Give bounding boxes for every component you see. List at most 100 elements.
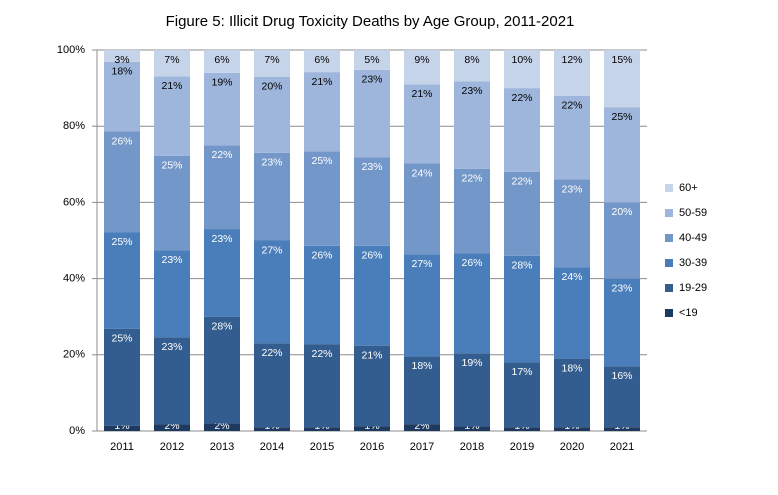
bar-segment	[154, 76, 190, 156]
data-label: 21%	[161, 80, 182, 92]
data-label: 19%	[211, 77, 232, 89]
legend-label: 30-39	[679, 257, 707, 269]
bar-segment	[254, 50, 290, 77]
bar-segment	[104, 328, 140, 426]
legend-swatch	[665, 234, 673, 242]
data-label: 22%	[311, 348, 332, 360]
data-label: 27%	[261, 244, 282, 256]
data-label: 17%	[511, 366, 532, 378]
data-label: 25%	[611, 111, 632, 123]
bar-segment	[254, 240, 290, 344]
data-label: 19%	[461, 357, 482, 369]
legend-label: 40-49	[679, 232, 707, 244]
bar-segment	[454, 168, 490, 254]
data-label: 26%	[461, 257, 482, 269]
data-label: 25%	[111, 333, 132, 345]
bar-segment	[154, 50, 190, 77]
bar-segment	[454, 50, 490, 82]
bar-segment	[554, 267, 590, 359]
data-label: 28%	[211, 320, 232, 332]
bar-segment	[354, 345, 390, 427]
data-label: 5%	[364, 54, 379, 66]
bar-segment	[404, 254, 440, 357]
data-label: 21%	[361, 349, 382, 361]
x-tick-label: 2012	[160, 441, 184, 453]
data-label: 24%	[411, 167, 432, 179]
data-label: 12%	[561, 54, 582, 66]
data-label: 21%	[411, 88, 432, 100]
legend-swatch	[665, 309, 673, 317]
data-label: 25%	[311, 155, 332, 167]
bar-segment	[504, 88, 540, 172]
data-label: 28%	[511, 260, 532, 272]
bar-segment	[604, 202, 640, 279]
x-tick-label: 2015	[310, 441, 334, 453]
x-tick-label: 2019	[510, 441, 534, 453]
data-label: 3%	[114, 54, 129, 66]
data-label: 23%	[161, 341, 182, 353]
data-label: 10%	[511, 54, 532, 66]
data-label: 22%	[511, 176, 532, 188]
x-tick-label: 2014	[260, 441, 284, 453]
legend-label: 50-59	[679, 207, 707, 219]
bar-segment	[104, 131, 140, 233]
bar-segment	[604, 107, 640, 203]
x-tick-label: 2017	[410, 441, 434, 453]
data-label: 26%	[311, 250, 332, 262]
data-label: 23%	[161, 254, 182, 266]
bar-segment	[454, 81, 490, 169]
data-label: 15%	[611, 54, 632, 66]
data-label: 22%	[561, 100, 582, 112]
data-label: 7%	[164, 54, 179, 66]
data-label: 22%	[261, 347, 282, 359]
data-label: 23%	[361, 161, 382, 173]
legend-label: 60+	[679, 182, 698, 194]
bar-segment	[104, 50, 140, 62]
data-label: 23%	[461, 85, 482, 97]
data-label: 9%	[414, 54, 429, 66]
bar-segment	[154, 337, 190, 425]
bar-segment	[604, 278, 640, 367]
data-label: 26%	[361, 250, 382, 262]
bar-segment	[204, 316, 240, 424]
data-label: 21%	[311, 76, 332, 88]
bar-segment	[604, 427, 640, 431]
bar-segment	[554, 50, 590, 96]
data-label: 23%	[361, 74, 382, 86]
bar-segment	[554, 95, 590, 180]
data-label: 22%	[511, 92, 532, 104]
x-tick-label: 2021	[610, 441, 634, 453]
bar-segment	[304, 151, 340, 246]
bar-segment	[104, 425, 140, 431]
bar-segment	[154, 250, 190, 338]
data-label: 18%	[411, 360, 432, 372]
bar-segment	[154, 155, 190, 251]
bar-segment	[254, 427, 290, 431]
bar-segment	[404, 84, 440, 164]
data-label: 23%	[561, 183, 582, 195]
x-tick-label: 2018	[460, 441, 484, 453]
bar-segment	[604, 366, 640, 428]
y-tick-label: 80%	[63, 120, 85, 132]
y-tick-label: 40%	[63, 273, 85, 285]
bar-segment	[454, 426, 490, 431]
bar-segment	[204, 145, 240, 230]
y-tick-label: 100%	[57, 44, 85, 56]
data-label: 22%	[211, 149, 232, 161]
bar-segment	[604, 50, 640, 108]
bar-segment	[504, 362, 540, 428]
y-tick-label: 20%	[63, 349, 85, 361]
legend-swatch	[665, 184, 673, 192]
bar-segment	[204, 229, 240, 317]
bar-segment	[404, 163, 440, 255]
bar-segment	[354, 426, 390, 431]
data-label: 23%	[611, 282, 632, 294]
chart-title: Figure 5: Illicit Drug Toxicity Deaths b…	[166, 13, 575, 30]
bar-segment	[254, 76, 290, 153]
bar-segment	[204, 72, 240, 146]
legend-swatch	[665, 259, 673, 267]
bar-segment	[554, 179, 590, 268]
x-tick-label: 2013	[210, 441, 234, 453]
legend-swatch	[665, 284, 673, 292]
